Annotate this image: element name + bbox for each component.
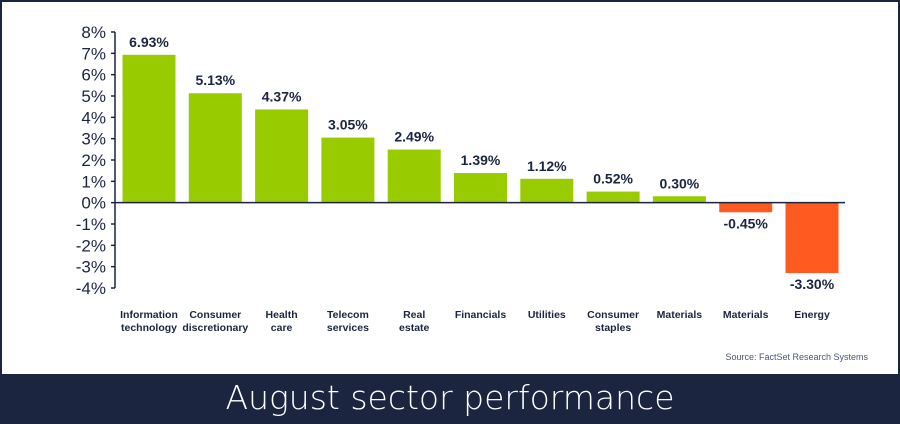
y-tick-label: -1%: [76, 215, 106, 234]
bar: [188, 93, 242, 203]
y-tick-label: -3%: [76, 258, 106, 277]
y-tick-label: 2%: [81, 151, 106, 170]
bar: [321, 137, 375, 203]
data-label: 2.49%: [394, 129, 434, 145]
bar: [652, 196, 706, 203]
bar: [719, 202, 773, 213]
x-tick-label: Consumer: [189, 309, 241, 321]
y-tick-label: 7%: [81, 44, 106, 63]
y-tick-label: 8%: [81, 23, 106, 42]
data-label: 3.05%: [328, 117, 368, 133]
x-tick-label: services: [327, 322, 369, 334]
bar-chart: 8% 7% 6% 5% 4% 3% 2% 1% 0% -1% -2% -3% -4% 6.93% Infor…: [76, 23, 845, 334]
chart-title-banner: August sector performance: [0, 374, 900, 424]
data-label: 0.30%: [660, 175, 700, 191]
x-tick-label: Health: [266, 309, 298, 321]
bar: [255, 109, 309, 203]
y-tick-label: 1%: [81, 172, 106, 191]
y-tick-label: 3%: [81, 130, 106, 149]
y-tick-label: -2%: [76, 236, 106, 255]
x-tick-label: estate: [399, 322, 430, 334]
x-tick-label: Energy: [794, 309, 830, 321]
x-tick-label: Utilities: [528, 309, 566, 321]
x-tick-label: discretionary: [182, 322, 248, 334]
source-note: Source: FactSet Research Systems: [725, 352, 868, 362]
bar: [520, 178, 574, 203]
data-label: 6.93%: [129, 34, 169, 50]
y-tick-label: -4%: [76, 279, 106, 298]
x-tick-label: Materials: [657, 309, 703, 321]
x-tick-label: technology: [121, 322, 177, 334]
y-tick-label: 5%: [81, 87, 106, 106]
x-tick-label: care: [271, 322, 293, 334]
bar: [454, 173, 507, 203]
bar: [122, 54, 176, 203]
x-tick-label: staples: [595, 322, 631, 334]
x-tick-label: Telecom: [327, 309, 369, 321]
y-tick-label: 0%: [81, 194, 106, 213]
x-tick-label: Materials: [723, 309, 769, 321]
data-label: 0.52%: [593, 171, 633, 187]
y-tick-label: 6%: [81, 66, 106, 85]
y-tick-label: 4%: [81, 108, 106, 127]
data-label: 1.12%: [527, 158, 567, 174]
bar: [785, 202, 839, 274]
x-tick-label: Real: [403, 309, 425, 321]
data-label: 4.37%: [262, 88, 302, 104]
x-tick-label: Information: [120, 309, 178, 321]
data-label: 1.39%: [461, 152, 501, 168]
data-label: -3.30%: [790, 276, 835, 292]
bar: [387, 149, 441, 203]
chart-title: August sector performance: [225, 378, 675, 417]
x-tick-label: Financials: [455, 309, 507, 321]
x-tick-label: Consumer: [587, 309, 639, 321]
bar: [586, 191, 640, 203]
data-label: -0.45%: [724, 215, 769, 231]
data-label: 5.13%: [195, 72, 235, 88]
